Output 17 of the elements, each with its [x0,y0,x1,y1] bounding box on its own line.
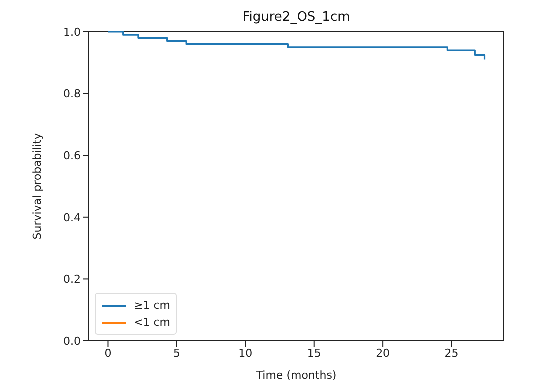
x-tick-label: 0 [104,346,112,360]
y-axis-title: Survival probability [30,132,44,240]
legend-label: ≥1 cm [134,298,170,314]
y-tick-label: 0.4 [64,211,81,224]
y-tick-label: 0.2 [64,273,81,286]
x-axis-title: Time (months) [255,369,337,382]
y-tick-label: 1.0 [64,26,81,39]
x-tick-label: 10 [238,346,253,360]
x-tick-label: 25 [444,346,459,360]
y-tick-label: 0.0 [64,334,81,348]
x-tick-label: 15 [307,346,322,360]
legend-label: <1 cm [134,315,170,331]
chart-title: Figure2_OS_1cm [242,10,352,25]
y-tick-label: 0.6 [64,150,81,163]
x-tick-label: 20 [376,346,390,360]
y-tick-label: 0.8 [64,88,81,101]
x-tick-label: 5 [173,346,180,360]
